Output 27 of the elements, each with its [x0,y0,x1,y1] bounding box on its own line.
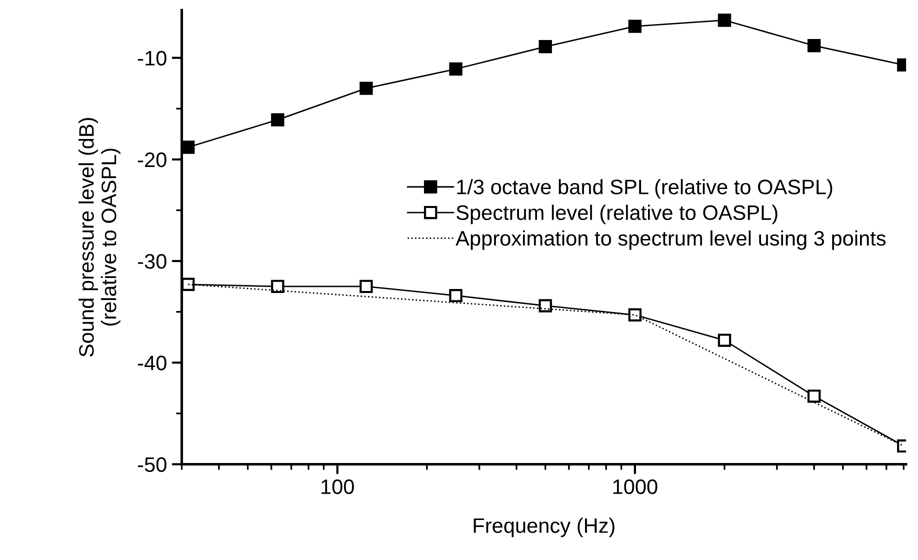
point [449,62,462,76]
point [360,82,373,95]
point [360,280,373,294]
y-tick-label: -40 [138,356,166,370]
point [449,288,462,302]
legend-label: Spectrum level (relative to OASPL) [456,204,778,224]
x-tick-label: 1000 [613,479,658,494]
x-tick-label: 100 [322,479,354,494]
point [271,113,284,126]
point [182,140,195,154]
point [538,40,552,54]
y-tick-label: -30 [138,254,166,269]
y-tick-label: -10 [138,50,166,66]
x-axis-title: Frequency (Hz) [474,518,614,538]
point [538,299,552,312]
y-tick-label: -20 [138,152,166,168]
point [718,334,732,347]
y-tick-label: -50 [138,457,166,472]
point [807,39,821,52]
point [271,280,284,294]
legend-label: Approximation to spectrum level using 3 points [456,230,886,250]
point [628,308,642,322]
point [807,390,821,403]
legend-label: 1/3 octave band SPL (relative to OASPL) [457,179,832,198]
point [628,20,642,33]
y-axis-title: Sound pressure level (dB) (relative to OASPL) [78,118,120,357]
point [718,14,732,27]
